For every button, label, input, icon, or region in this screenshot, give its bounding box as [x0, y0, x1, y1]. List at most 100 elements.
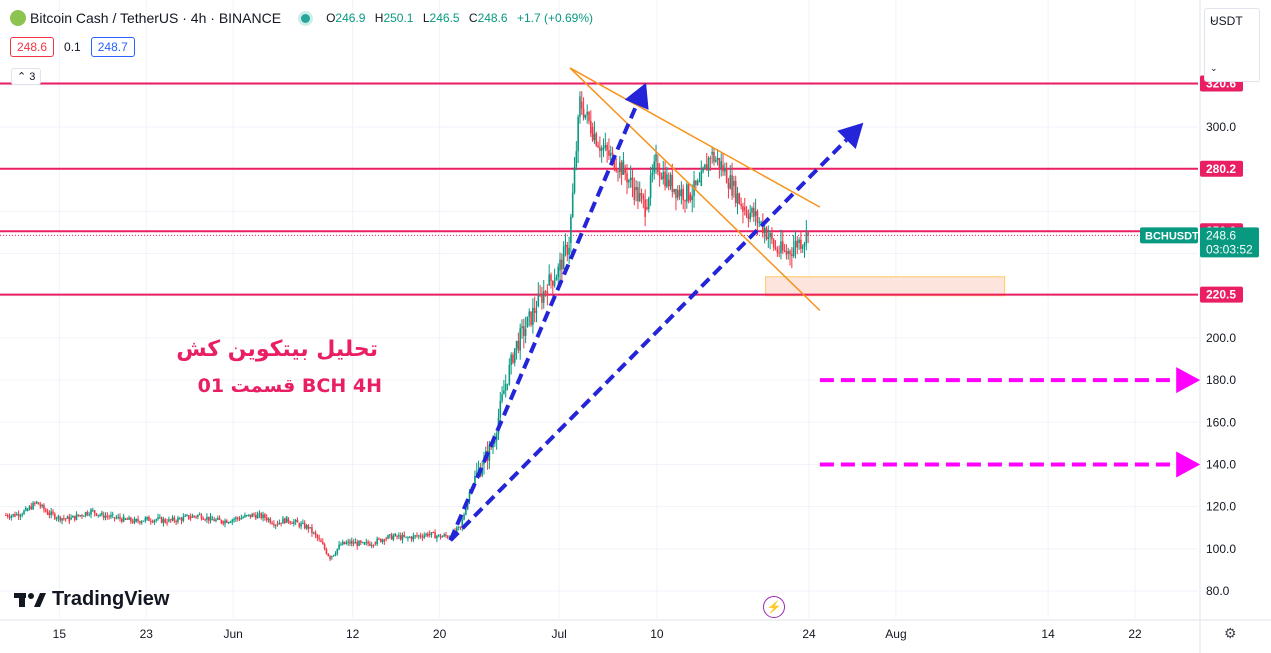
candle-body [385, 538, 387, 540]
candle-body [771, 233, 773, 240]
candle-body [151, 521, 154, 523]
indicators-toggle[interactable]: ⌃ 3 [11, 68, 42, 85]
symbol-title[interactable]: Bitcoin Cash / TetherUS · 4h · BINANCE [30, 10, 282, 26]
candle-body [287, 519, 290, 522]
candle-body [582, 108, 585, 118]
candle-body [664, 171, 666, 187]
candle-body [43, 504, 45, 510]
candle-body [320, 540, 322, 543]
candle-body [175, 520, 177, 522]
candle-body [410, 537, 413, 540]
candle-body [624, 169, 627, 174]
candle-body [358, 540, 360, 547]
candle-body [322, 542, 324, 545]
candle-body [647, 198, 650, 210]
candle-body [541, 294, 543, 303]
buy-button[interactable]: 248.7 [90, 37, 135, 57]
price-axis[interactable]: 80.0100.0120.0140.0160.0180.0200.0220.03… [1140, 75, 1259, 598]
candle-body [238, 518, 241, 520]
candle-body [396, 536, 398, 538]
candle-body [343, 541, 346, 545]
candle-body [59, 517, 62, 521]
candle-body [774, 247, 777, 249]
candle-body [30, 506, 33, 510]
candle-body [81, 515, 83, 517]
candle-body [588, 111, 590, 121]
candle-body [376, 538, 378, 545]
candle-body [204, 519, 206, 521]
price-tick-label: 180.0 [1206, 373, 1236, 387]
candle-body [557, 266, 560, 278]
candle-body [260, 513, 263, 519]
time-axis[interactable]: 15 23 Jun 12 20 Jul 10 24 Aug 14 22 [53, 627, 1142, 641]
time-tick-label: 24 [802, 627, 816, 641]
wedge-line [569, 67, 821, 312]
candle-body [46, 511, 49, 515]
candle-body [533, 307, 536, 313]
time-tick-label: 22 [1128, 627, 1142, 641]
candle-body [568, 247, 570, 255]
candle-body [776, 249, 779, 253]
candle-body [642, 195, 645, 200]
candle-body [293, 521, 295, 524]
candle-body [745, 210, 748, 216]
candle-body [265, 517, 268, 521]
candle-body [655, 154, 657, 162]
candle-body [180, 518, 183, 521]
candle-body [675, 189, 677, 198]
candle-body [184, 515, 186, 517]
bolt-icon[interactable]: ⚡ [763, 596, 785, 618]
sell-button[interactable]: 248.6 [10, 37, 55, 57]
candle-body [153, 520, 156, 523]
candle-body [229, 521, 232, 523]
level-badge-label: 280.2 [1206, 162, 1236, 176]
candle-body [222, 521, 225, 524]
currency-selector[interactable]: USDT ⌄ ⌄ [1204, 8, 1260, 82]
candle-body [117, 516, 119, 518]
candle-body [731, 175, 733, 196]
candle-body [548, 274, 550, 286]
candle-body [159, 517, 161, 519]
candle-body [188, 515, 190, 519]
candle-body [628, 180, 630, 183]
candle-body [687, 184, 690, 201]
candle-body [515, 340, 518, 349]
last-price-badge [1200, 227, 1259, 258]
candle-body [618, 162, 621, 172]
gear-icon[interactable]: ⚙ [1224, 625, 1237, 641]
candle-body [686, 184, 688, 202]
candle-body [298, 523, 301, 527]
chevron-down-icon: ⌄ [1210, 14, 1218, 24]
candle-body [19, 515, 22, 517]
candle-body [258, 513, 261, 515]
candle-body [280, 522, 282, 524]
candle-body [638, 193, 641, 202]
tradingview-brand[interactable]: TradingView [14, 588, 169, 611]
candle-body [32, 502, 34, 510]
bch-logo-icon [10, 10, 26, 26]
candle-body [713, 152, 715, 162]
candle-body [332, 554, 335, 557]
candle-body [5, 515, 7, 517]
candle-body [749, 212, 751, 220]
candle-body [255, 515, 257, 519]
candle-body [432, 532, 435, 534]
candle-body [499, 400, 502, 418]
candle-body [532, 307, 534, 325]
candle-body [700, 171, 703, 187]
candle-body [381, 539, 384, 542]
candle-body [640, 193, 643, 196]
candle-body [436, 535, 438, 539]
candle-body [756, 211, 759, 223]
candle-body [461, 519, 464, 528]
candle-body [245, 515, 248, 517]
candle-body [88, 514, 91, 516]
candle-body [408, 537, 411, 539]
price-tick-label: 300.0 [1206, 120, 1236, 134]
candle-body [55, 518, 58, 520]
candle-body [92, 510, 94, 512]
ohlc-legend: O246.9 H250.1 L246.5 C248.6 +1.7 (+0.69%… [326, 11, 593, 25]
candle-body [468, 492, 471, 501]
candle-body [590, 120, 592, 134]
